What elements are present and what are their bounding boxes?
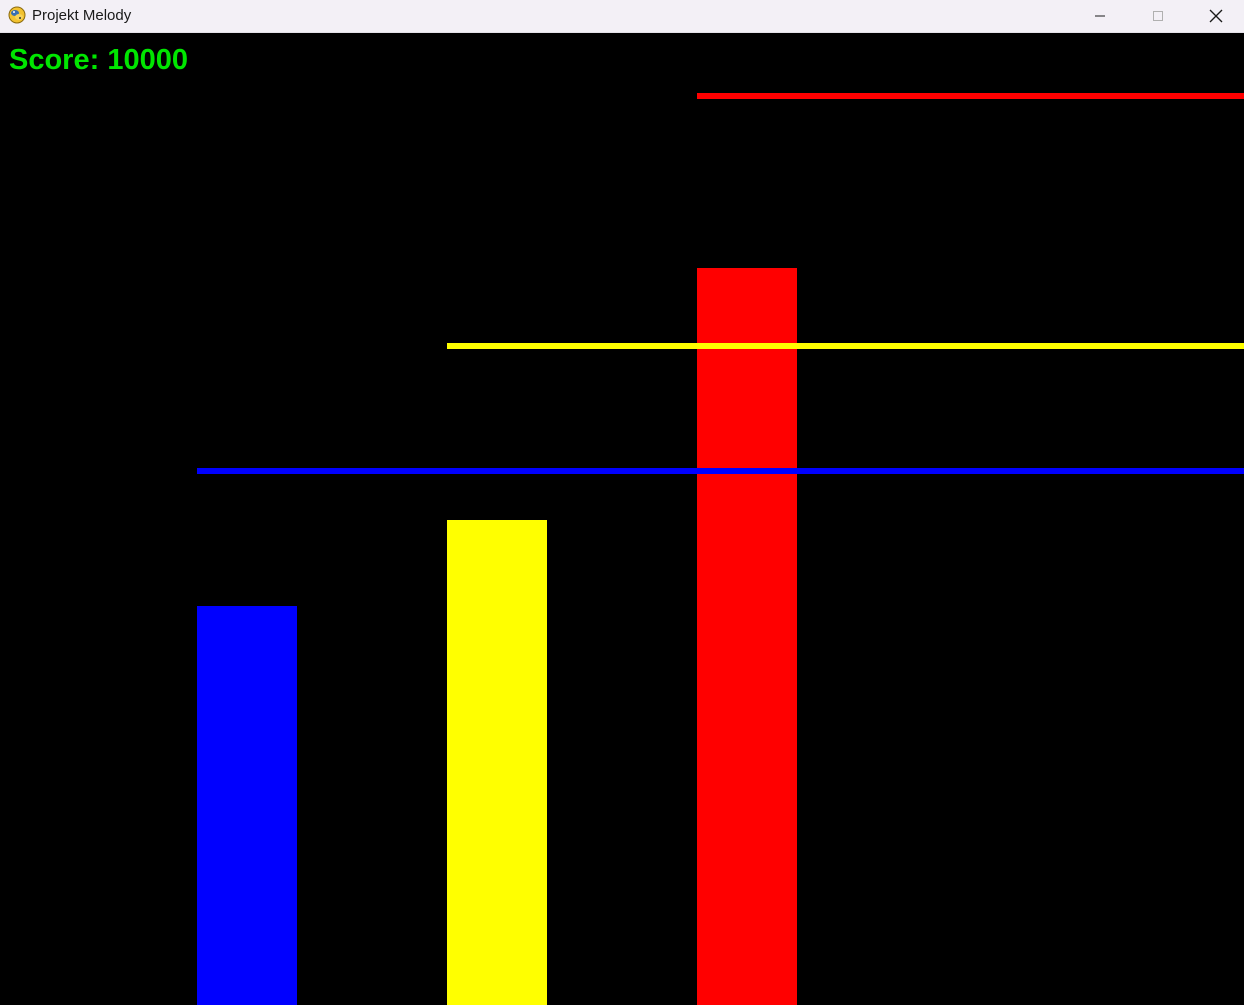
close-icon <box>1209 9 1223 23</box>
maximize-icon <box>1153 11 1163 21</box>
minimize-icon <box>1095 15 1105 17</box>
game-canvas[interactable]: Score: 10000 <box>0 33 1244 1005</box>
title-bar[interactable]: Projekt Melody <box>0 0 1244 33</box>
maximize-button[interactable] <box>1129 0 1187 32</box>
python-snake-icon <box>8 6 26 24</box>
close-button[interactable] <box>1187 0 1244 32</box>
blue-target-line <box>197 468 1244 474</box>
minimize-button[interactable] <box>1071 0 1129 32</box>
window-title: Projekt Melody <box>32 7 132 24</box>
yellow-lane-bar <box>447 520 547 1005</box>
score-label: Score: 10000 <box>9 44 188 76</box>
blue-lane-bar <box>197 606 297 1005</box>
yellow-target-line <box>447 343 1244 349</box>
red-target-line <box>697 93 1244 99</box>
red-lane-bar <box>697 268 797 1005</box>
